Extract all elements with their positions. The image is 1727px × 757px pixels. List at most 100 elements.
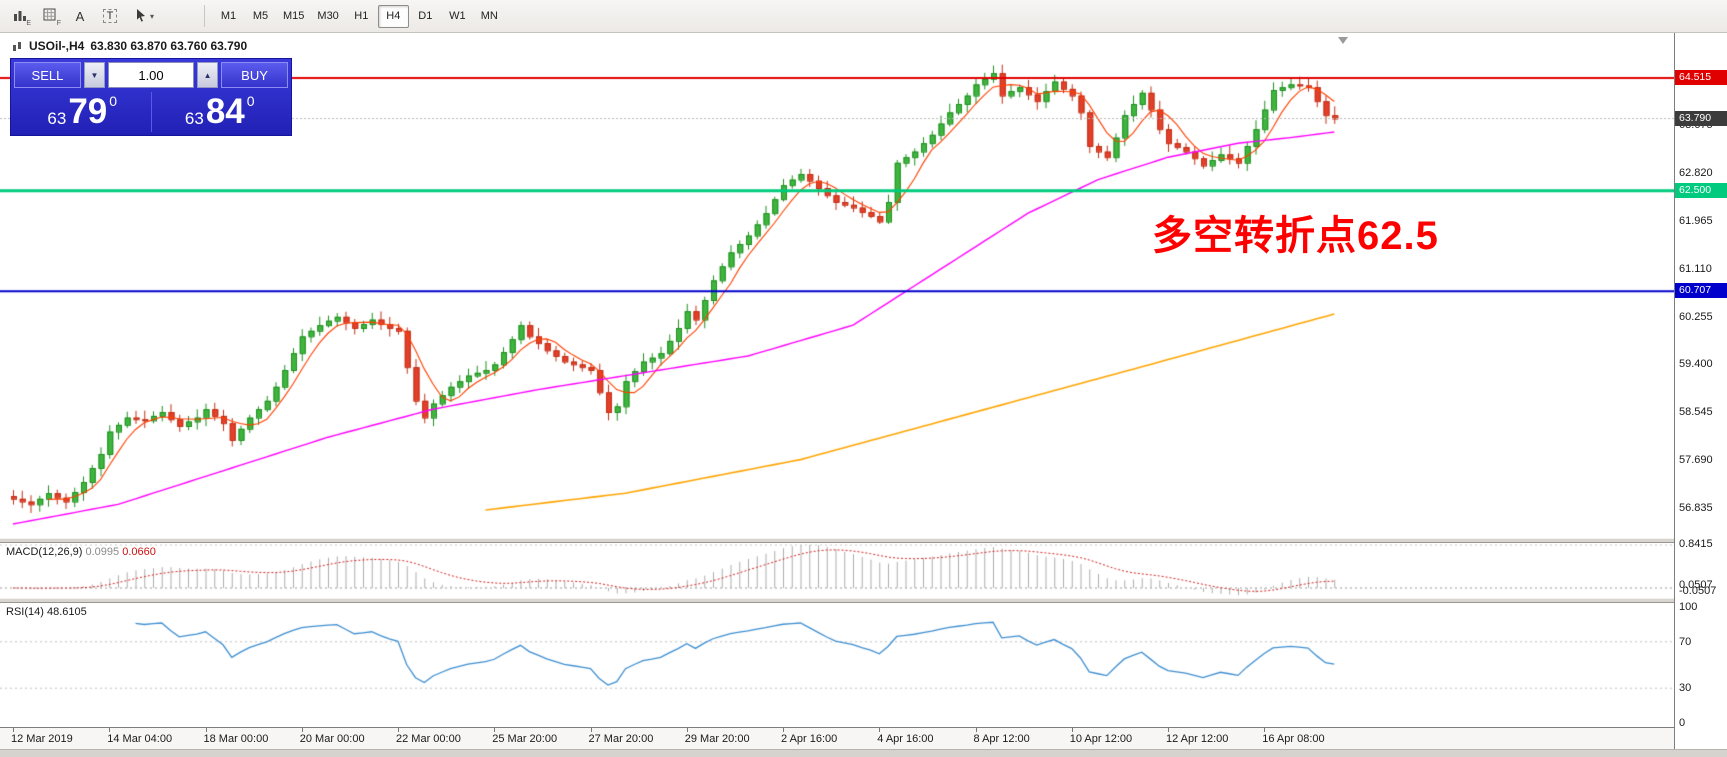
indicators-tool-button[interactable]: E — [6, 4, 34, 29]
text-box-tool-button[interactable]: T — [96, 4, 124, 29]
time-axis-label: 22 Mar 00:00 — [396, 733, 461, 745]
timeframe-button-MN[interactable]: MN — [474, 5, 505, 28]
timeframe-button-M30[interactable]: M30 — [311, 5, 344, 28]
sell-price-big: 79 — [68, 92, 108, 131]
price-axis-label: 61.965 — [1679, 214, 1713, 227]
time-axis-tick — [494, 728, 496, 732]
time-axis-label: 8 Apr 12:00 — [973, 733, 1030, 745]
chevron-down-icon: ▾ — [149, 11, 154, 21]
rsi-value: 48.6105 — [46, 606, 87, 618]
buy-price-small: 63 — [184, 109, 204, 128]
text-label-tool-button[interactable]: A — [66, 4, 94, 29]
timeframe-button-M15[interactable]: M15 — [277, 5, 310, 28]
time-axis-tick — [109, 728, 111, 732]
time-axis-label: 27 Mar 20:00 — [588, 733, 654, 745]
rsi-name: RSI(14) — [6, 606, 44, 618]
time-axis-label: 29 Mar 20:00 — [684, 733, 750, 745]
time-axis-tick — [398, 728, 399, 732]
grid-tool-button[interactable]: F — [36, 4, 64, 29]
sell-price-sup: 0 — [109, 93, 118, 109]
buy-price[interactable]: 63 84 0 — [152, 90, 289, 134]
top-toolbar: E F A T ▾ M1 M5 M15 M30 H1 H4 D1 W1 MN — [0, 0, 1727, 33]
chart-ohlc-values: 63.830 63.870 63.760 63.790 — [90, 39, 248, 53]
rsi-axis-label: 70 — [1679, 635, 1692, 648]
buy-price-sup: 0 — [246, 93, 255, 109]
panel-splitter-macd[interactable] — [0, 538, 1727, 543]
time-axis[interactable]: 12 Mar 2019 14 Mar 04:00 18 Mar 00:00 20 Ma… — [0, 727, 1727, 749]
price-axis[interactable]: 63.67562.82061.96561.11060.25559.40058.5… — [1674, 33, 1727, 749]
timeframe-button-H1[interactable]: H1 — [346, 5, 377, 28]
down-arrow-icon: ▼ — [90, 70, 99, 80]
time-axis-tick — [686, 728, 688, 732]
time-axis-label: 10 Apr 12:00 — [1069, 733, 1133, 745]
price-axis-label: 57.690 — [1679, 454, 1713, 467]
macd-indicator-canvas[interactable] — [0, 543, 1674, 598]
timeframe-button-H4[interactable]: H4 — [377, 4, 409, 28]
toolbar-separator — [204, 5, 205, 27]
time-axis-tick — [590, 728, 592, 732]
text-label-icon: A — [75, 8, 85, 24]
rsi-axis-label: 100 — [1679, 601, 1698, 613]
price-axis-label: 58.545 — [1679, 406, 1713, 419]
buy-price-big: 84 — [205, 92, 245, 131]
rsi-label: RSI(14) 48.6105 — [6, 606, 87, 618]
grid-icon-subscript: F — [56, 19, 61, 27]
rsi-indicator-canvas[interactable] — [0, 603, 1674, 727]
chart-annotation-text: 多空转折点62.5 — [1152, 214, 1439, 258]
time-axis-tick — [13, 728, 14, 732]
macd-axis-label: -0.0507 — [1679, 584, 1717, 597]
price-badge: 64.515 — [1675, 69, 1727, 85]
cursor-tool-button[interactable]: ▾ — [126, 4, 162, 29]
timeframe-button-W1[interactable]: W1 — [442, 5, 473, 28]
chart-shift-marker — [1338, 37, 1348, 44]
sell-price[interactable]: 63 79 0 — [14, 90, 151, 134]
time-axis-tick — [879, 728, 881, 732]
time-axis-label: 4 Apr 16:00 — [877, 733, 934, 745]
rsi-axis-label: 30 — [1679, 682, 1692, 695]
price-badge: 62.500 — [1675, 182, 1727, 198]
timeframe-button-group: M1 M5 M15 M30 H1 H4 D1 W1 MN — [213, 4, 506, 28]
time-axis-label: 25 Mar 20:00 — [492, 733, 558, 745]
up-arrow-icon: ▲ — [203, 70, 212, 80]
timeframe-button-M5[interactable]: M5 — [245, 5, 276, 28]
time-axis-tick — [1168, 728, 1169, 732]
price-badge: 60.707 — [1675, 283, 1727, 299]
macd-signal-value: 0.0660 — [122, 546, 156, 558]
time-axis-label: 12 Apr 12:00 — [1166, 733, 1229, 745]
volume-input[interactable] — [108, 62, 194, 88]
macd-main-value: 0.0995 — [85, 546, 120, 558]
time-axis-tick — [301, 728, 303, 732]
grid-icon — [43, 8, 57, 25]
time-axis-label: 14 Mar 04:00 — [107, 733, 173, 745]
volume-up-button[interactable]: ▲ — [197, 62, 219, 88]
time-axis-label: 12 Mar 2019 — [11, 733, 73, 745]
time-axis-tick — [783, 728, 784, 732]
time-axis-tick — [1264, 728, 1266, 732]
chart-title: USOil-,H4 63.830 63.870 63.760 63.790 — [12, 39, 247, 53]
volume-down-button[interactable]: ▼ — [83, 62, 105, 88]
price-axis-label: 61.110 — [1679, 262, 1712, 275]
price-divider — [150, 92, 152, 132]
macd-axis-label: 0.0507 — [1679, 579, 1713, 592]
time-axis-tick — [205, 728, 207, 732]
chart-symbol-label: USOil-,H4 — [29, 39, 85, 53]
indicator-bars-icon — [13, 8, 28, 25]
macd-name: MACD(12,26,9) — [6, 546, 83, 558]
timeframe-button-D1[interactable]: D1 — [410, 5, 441, 28]
timeframe-button-M1[interactable]: M1 — [213, 5, 244, 28]
bottom-strip — [0, 749, 1727, 757]
macd-label: MACD(12,26,9) 0.0995 0.0660 — [6, 546, 156, 558]
panel-splitter-rsi[interactable] — [0, 598, 1727, 603]
macd-axis-label: 0.8415 — [1679, 538, 1713, 551]
rsi-axis-label: 0 — [1679, 717, 1686, 729]
price-axis-label: 60.255 — [1679, 310, 1713, 323]
sell-price-small: 63 — [47, 109, 67, 128]
time-axis-label: 16 Apr 08:00 — [1262, 733, 1325, 745]
price-axis-label: 56.835 — [1679, 502, 1713, 515]
buy-button[interactable]: BUY — [221, 62, 288, 88]
sell-button[interactable]: SELL — [14, 62, 81, 88]
indicator-icon-subscript: E — [26, 19, 31, 27]
time-axis-label: 18 Mar 00:00 — [203, 733, 269, 745]
time-axis-tick — [1071, 728, 1073, 732]
